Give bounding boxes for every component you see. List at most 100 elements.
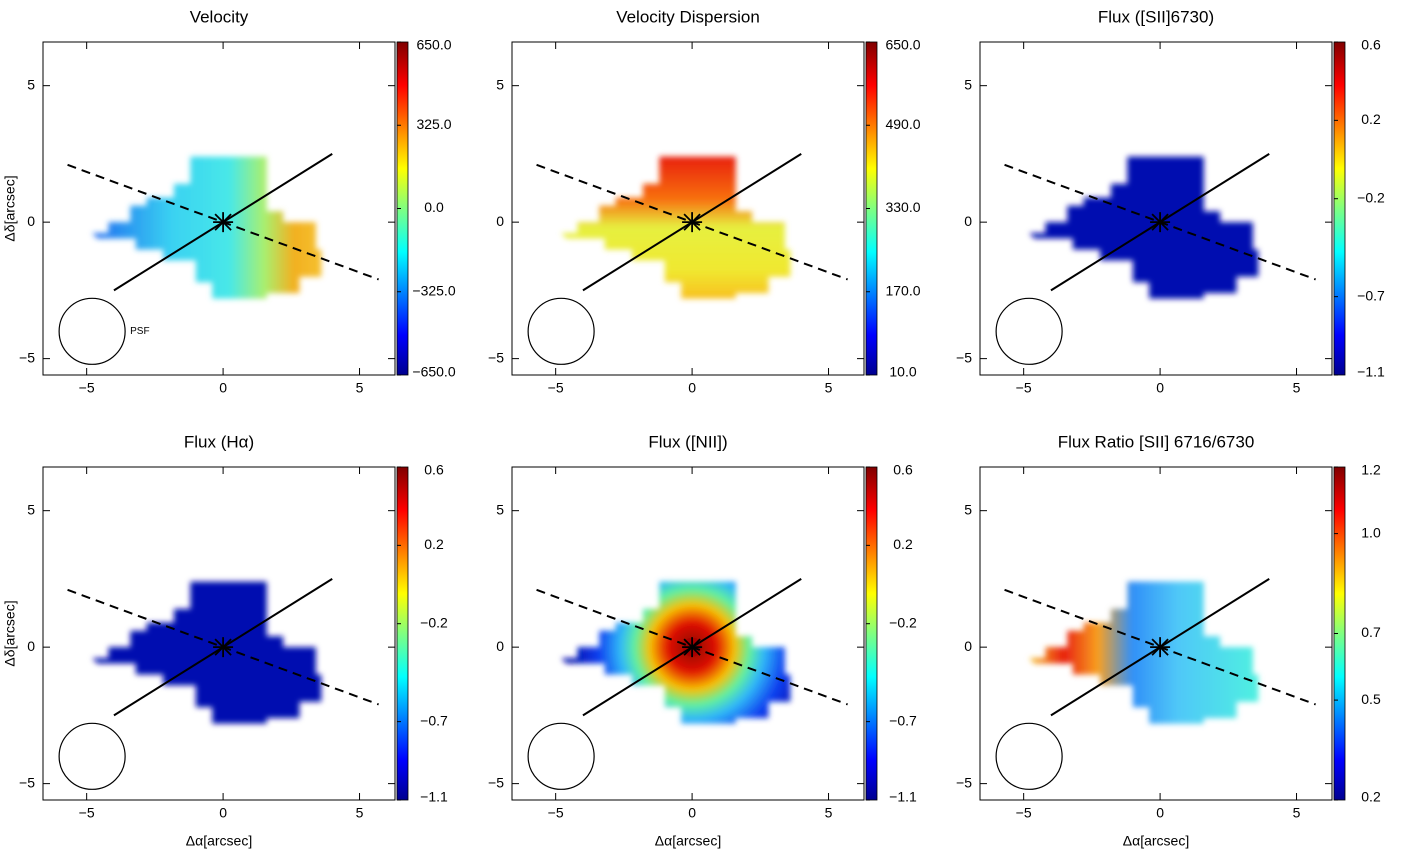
colorbar-tick-label: −0.7 (889, 712, 917, 728)
x-tick-label: −5 (79, 805, 95, 821)
colorbar-tick-label: 170.0 (885, 282, 920, 298)
panel-title: Flux ([SII]6730) (1098, 7, 1214, 26)
psf-circle (527, 297, 595, 365)
plot-frame (979, 41, 1333, 376)
x-tick-label: 0 (1156, 380, 1164, 396)
colorbar-tick-label: 0.7 (1361, 624, 1381, 640)
x-tick-label: 0 (688, 805, 696, 821)
colorbar-tick-label: −0.7 (420, 712, 448, 728)
panel: Flux ([NII]) −5 0 5 −5 0 5 Δα[arcsec] 0.6 0.2 −0.2… (488, 432, 917, 848)
y-tick-label: −5 (488, 774, 504, 790)
colorbar-tick-label: −0.7 (1357, 287, 1385, 303)
colorbar (396, 466, 409, 801)
colorbar-tick-label: −650.0 (412, 364, 455, 380)
colorbar-tick-label: 650.0 (885, 37, 920, 53)
x-tick-label: −5 (1016, 380, 1032, 396)
y-tick-label: 5 (27, 501, 35, 517)
colorbar-tick-label: −1.1 (1357, 364, 1385, 380)
x-tick-label: 5 (825, 380, 833, 396)
colorbar-tick-label: 330.0 (885, 199, 920, 215)
colorbar-tick-label: −1.1 (420, 789, 448, 805)
y-tick-label: −5 (19, 349, 35, 365)
x-tick-label: 5 (356, 805, 364, 821)
x-tick-label: 5 (825, 805, 833, 821)
x-tick-label: −5 (1016, 805, 1032, 821)
y-tick-label: −5 (956, 774, 972, 790)
colorbar-tick-label: 0.2 (1361, 111, 1381, 127)
x-axis-label: Δα[arcsec] (655, 833, 721, 849)
colorbar-tick-label: 0.2 (424, 536, 444, 552)
colorbar-tick-label: −0.2 (889, 614, 917, 630)
panel-title: Velocity (190, 7, 249, 26)
y-tick-label: −5 (19, 774, 35, 790)
y-tick-label: −5 (488, 349, 504, 365)
colorbar-tick-label: 0.6 (893, 462, 913, 478)
colorbar-tick-label: 0.2 (893, 536, 913, 552)
map-image (92, 581, 322, 724)
panel: Velocity Dispersion −5 0 5 −5 0 5 650.0 490.0 330… (488, 7, 921, 395)
colorbar-tick-label: 650.0 (416, 37, 451, 53)
y-tick-label: 5 (27, 76, 35, 92)
psf-circle (58, 297, 126, 365)
x-tick-label: −5 (79, 380, 95, 396)
plot-frame (42, 466, 396, 801)
panel-title: Flux (Hα) (184, 432, 254, 451)
colorbar-tick-label: −325.0 (412, 282, 455, 298)
panel-title: Flux ([NII]) (648, 432, 727, 451)
colorbar (1333, 41, 1346, 376)
colorbar-tick-label: 1.2 (1361, 462, 1381, 478)
x-tick-label: 5 (1293, 805, 1301, 821)
x-tick-label: 5 (356, 380, 364, 396)
y-tick-label: 5 (496, 501, 504, 517)
colorbar-tick-label: −0.2 (420, 614, 448, 630)
plot-frame (42, 41, 396, 376)
psf-circle (58, 722, 126, 790)
y-tick-label: 0 (27, 638, 35, 654)
x-tick-label: 0 (688, 380, 696, 396)
colorbar-tick-label: 1.0 (1361, 524, 1381, 540)
x-axis-label: Δα[arcsec] (1123, 833, 1189, 849)
y-tick-label: 5 (964, 501, 972, 517)
y-tick-label: 0 (496, 213, 504, 229)
colorbar-tick-label: 0.5 (1361, 691, 1381, 707)
y-tick-label: 0 (27, 213, 35, 229)
x-tick-label: 0 (219, 805, 227, 821)
y-tick-label: 0 (964, 638, 972, 654)
plot-frame (511, 466, 865, 801)
y-tick-label: 5 (496, 76, 504, 92)
y-tick-label: 0 (496, 638, 504, 654)
x-tick-label: −5 (548, 380, 564, 396)
x-axis-label: Δα[arcsec] (186, 833, 252, 849)
colorbar-tick-label: 0.6 (424, 462, 444, 478)
panel: Flux ([SII]6730) −5 0 5 −5 0 5 0.6 0.2 −0.2 −0.7 −1… (956, 7, 1385, 395)
colorbar-tick-label: −0.2 (1357, 189, 1385, 205)
plot-frame (511, 41, 865, 376)
colorbar-tick-label: 0.6 (1361, 37, 1381, 53)
x-tick-label: 0 (1156, 805, 1164, 821)
colorbar-tick-label: 490.0 (885, 116, 920, 132)
map-image (1029, 581, 1259, 724)
map-image (561, 156, 791, 299)
panel: Flux Ratio [SII] 6716/6730 −5 0 5 −5 0 5 Δα[arc… (956, 432, 1381, 848)
psf-circle (995, 722, 1063, 790)
panel-title: Flux Ratio [SII] 6716/6730 (1058, 432, 1255, 451)
y-axis-label: Δδ[arcsec] (2, 600, 18, 666)
x-tick-label: 5 (1293, 380, 1301, 396)
y-tick-label: 5 (964, 76, 972, 92)
y-axis-label: Δδ[arcsec] (2, 175, 18, 241)
panel: Velocity PSF −5 0 5 −5 0 5 Δδ[arcsec] 650.0 325.0 0… (2, 7, 456, 395)
x-tick-label: −5 (548, 805, 564, 821)
map-image (561, 581, 791, 724)
psf-circle (995, 297, 1063, 365)
panel: Flux (Hα) −5 0 5 −5 0 5 Δα[arcsec] Δδ[arcsec] 0.6… (2, 432, 448, 848)
colorbar-tick-label: −1.1 (889, 789, 917, 805)
psf-circle (527, 722, 595, 790)
y-tick-label: 0 (964, 213, 972, 229)
colorbar-tick-label: 0.2 (1361, 789, 1381, 805)
plot-frame (979, 466, 1333, 801)
colorbar-tick-label: 10.0 (889, 364, 916, 380)
panel-title: Velocity Dispersion (616, 7, 760, 26)
y-tick-label: −5 (956, 349, 972, 365)
colorbar-tick-label: 325.0 (416, 116, 451, 132)
